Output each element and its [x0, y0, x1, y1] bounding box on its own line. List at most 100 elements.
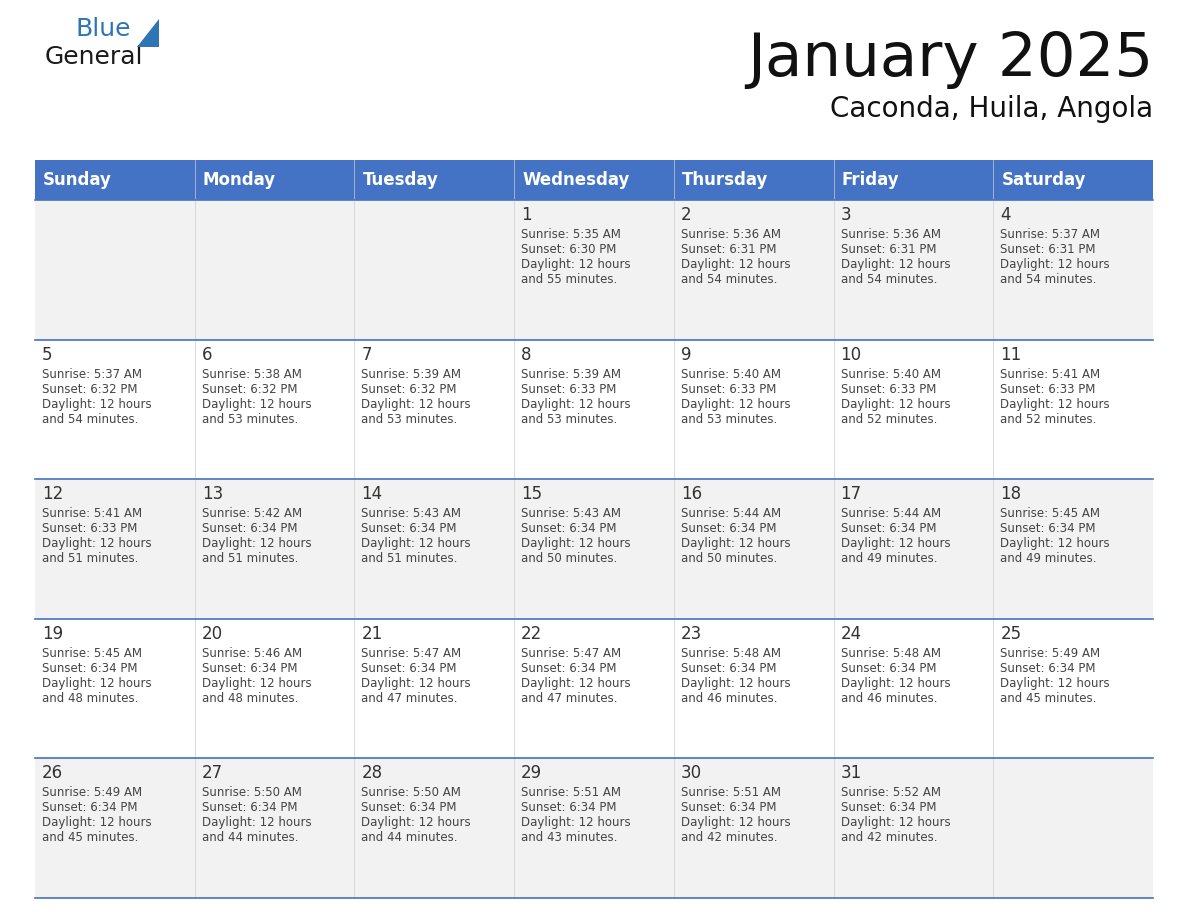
Text: Sunset: 6:34 PM: Sunset: 6:34 PM — [522, 662, 617, 675]
Bar — [834, 340, 993, 479]
Text: Daylight: 12 hours: Daylight: 12 hours — [1000, 537, 1110, 550]
Text: Sunrise: 5:39 AM: Sunrise: 5:39 AM — [522, 367, 621, 381]
Text: 14: 14 — [361, 486, 383, 503]
Text: 29: 29 — [522, 765, 542, 782]
Text: 23: 23 — [681, 625, 702, 643]
Text: Sunrise: 5:40 AM: Sunrise: 5:40 AM — [681, 367, 781, 381]
Text: 27: 27 — [202, 765, 223, 782]
Text: Sunset: 6:34 PM: Sunset: 6:34 PM — [42, 662, 138, 675]
Bar — [34, 758, 195, 898]
Text: Daylight: 12 hours: Daylight: 12 hours — [42, 397, 152, 410]
Text: 25: 25 — [1000, 625, 1022, 643]
Text: Sunset: 6:32 PM: Sunset: 6:32 PM — [42, 383, 138, 396]
Text: Daylight: 12 hours: Daylight: 12 hours — [681, 677, 790, 689]
Text: Sunrise: 5:47 AM: Sunrise: 5:47 AM — [361, 647, 462, 660]
Text: Sunset: 6:32 PM: Sunset: 6:32 PM — [202, 383, 297, 396]
Text: Daylight: 12 hours: Daylight: 12 hours — [522, 537, 631, 550]
Text: Sunset: 6:34 PM: Sunset: 6:34 PM — [361, 801, 457, 814]
Text: Daylight: 12 hours: Daylight: 12 hours — [681, 537, 790, 550]
Text: 4: 4 — [1000, 206, 1011, 224]
Bar — [834, 619, 993, 758]
Text: Sunset: 6:34 PM: Sunset: 6:34 PM — [841, 522, 936, 535]
Text: Sunset: 6:34 PM: Sunset: 6:34 PM — [681, 662, 776, 675]
Text: Friday: Friday — [841, 171, 899, 189]
Text: Sunset: 6:34 PM: Sunset: 6:34 PM — [361, 522, 457, 535]
Text: Sunset: 6:34 PM: Sunset: 6:34 PM — [522, 801, 617, 814]
Text: and 46 minutes.: and 46 minutes. — [681, 692, 777, 705]
Text: Daylight: 12 hours: Daylight: 12 hours — [522, 258, 631, 271]
Text: Daylight: 12 hours: Daylight: 12 hours — [1000, 677, 1110, 689]
Text: 10: 10 — [841, 345, 861, 364]
Text: and 50 minutes.: and 50 minutes. — [681, 553, 777, 565]
Text: Thursday: Thursday — [682, 171, 769, 189]
Bar — [34, 340, 195, 479]
Bar — [674, 479, 834, 619]
Text: Sunrise: 5:36 AM: Sunrise: 5:36 AM — [841, 228, 941, 241]
Text: 12: 12 — [42, 486, 63, 503]
Text: Daylight: 12 hours: Daylight: 12 hours — [681, 816, 790, 829]
Text: and 42 minutes.: and 42 minutes. — [841, 832, 937, 845]
Text: Sunrise: 5:44 AM: Sunrise: 5:44 AM — [681, 508, 781, 521]
Text: Daylight: 12 hours: Daylight: 12 hours — [202, 816, 311, 829]
Bar — [354, 619, 514, 758]
Bar — [834, 758, 993, 898]
Text: and 42 minutes.: and 42 minutes. — [681, 832, 777, 845]
Text: Sunrise: 5:52 AM: Sunrise: 5:52 AM — [841, 787, 941, 800]
Text: and 52 minutes.: and 52 minutes. — [841, 412, 937, 426]
Bar — [834, 200, 993, 340]
Text: 21: 21 — [361, 625, 383, 643]
Text: and 53 minutes.: and 53 minutes. — [361, 412, 457, 426]
Bar — [674, 758, 834, 898]
Text: Sunrise: 5:50 AM: Sunrise: 5:50 AM — [361, 787, 461, 800]
Text: 5: 5 — [42, 345, 52, 364]
Text: and 47 minutes.: and 47 minutes. — [361, 692, 457, 705]
Text: Monday: Monday — [203, 171, 276, 189]
Text: and 45 minutes.: and 45 minutes. — [1000, 692, 1097, 705]
Bar — [834, 479, 993, 619]
Text: and 54 minutes.: and 54 minutes. — [841, 273, 937, 286]
Text: Sunset: 6:31 PM: Sunset: 6:31 PM — [841, 243, 936, 256]
Text: 13: 13 — [202, 486, 223, 503]
Text: Sunrise: 5:48 AM: Sunrise: 5:48 AM — [841, 647, 941, 660]
Text: Sunset: 6:34 PM: Sunset: 6:34 PM — [1000, 662, 1095, 675]
Polygon shape — [137, 19, 159, 47]
Bar — [514, 619, 674, 758]
Text: Daylight: 12 hours: Daylight: 12 hours — [1000, 397, 1110, 410]
Text: Daylight: 12 hours: Daylight: 12 hours — [681, 397, 790, 410]
Text: Sunset: 6:34 PM: Sunset: 6:34 PM — [42, 801, 138, 814]
Text: and 45 minutes.: and 45 minutes. — [42, 832, 138, 845]
Text: 18: 18 — [1000, 486, 1022, 503]
Text: Sunrise: 5:37 AM: Sunrise: 5:37 AM — [42, 367, 143, 381]
Text: Sunrise: 5:45 AM: Sunrise: 5:45 AM — [42, 647, 143, 660]
Text: Sunrise: 5:51 AM: Sunrise: 5:51 AM — [522, 787, 621, 800]
Text: Wednesday: Wednesday — [523, 171, 630, 189]
Text: and 54 minutes.: and 54 minutes. — [1000, 273, 1097, 286]
Text: Sunset: 6:34 PM: Sunset: 6:34 PM — [841, 801, 936, 814]
Bar — [195, 340, 354, 479]
Text: and 51 minutes.: and 51 minutes. — [361, 553, 457, 565]
Text: Daylight: 12 hours: Daylight: 12 hours — [42, 537, 152, 550]
Text: Sunrise: 5:40 AM: Sunrise: 5:40 AM — [841, 367, 941, 381]
Text: and 53 minutes.: and 53 minutes. — [202, 412, 298, 426]
Text: Sunrise: 5:38 AM: Sunrise: 5:38 AM — [202, 367, 302, 381]
Text: Sunset: 6:34 PM: Sunset: 6:34 PM — [202, 662, 297, 675]
Bar — [514, 479, 674, 619]
Bar — [354, 479, 514, 619]
Text: Sunset: 6:33 PM: Sunset: 6:33 PM — [841, 383, 936, 396]
Text: Daylight: 12 hours: Daylight: 12 hours — [841, 677, 950, 689]
Text: 8: 8 — [522, 345, 532, 364]
Text: Sunset: 6:30 PM: Sunset: 6:30 PM — [522, 243, 617, 256]
Text: Saturday: Saturday — [1001, 171, 1086, 189]
Text: Sunrise: 5:39 AM: Sunrise: 5:39 AM — [361, 367, 461, 381]
Text: Sunrise: 5:43 AM: Sunrise: 5:43 AM — [361, 508, 461, 521]
Text: Tuesday: Tuesday — [362, 171, 438, 189]
Text: Sunrise: 5:46 AM: Sunrise: 5:46 AM — [202, 647, 302, 660]
Text: and 52 minutes.: and 52 minutes. — [1000, 412, 1097, 426]
Text: and 54 minutes.: and 54 minutes. — [681, 273, 777, 286]
Bar — [993, 479, 1154, 619]
Bar — [354, 200, 514, 340]
Bar — [34, 479, 195, 619]
Text: Sunset: 6:33 PM: Sunset: 6:33 PM — [1000, 383, 1095, 396]
Text: and 44 minutes.: and 44 minutes. — [361, 832, 457, 845]
Text: 7: 7 — [361, 345, 372, 364]
